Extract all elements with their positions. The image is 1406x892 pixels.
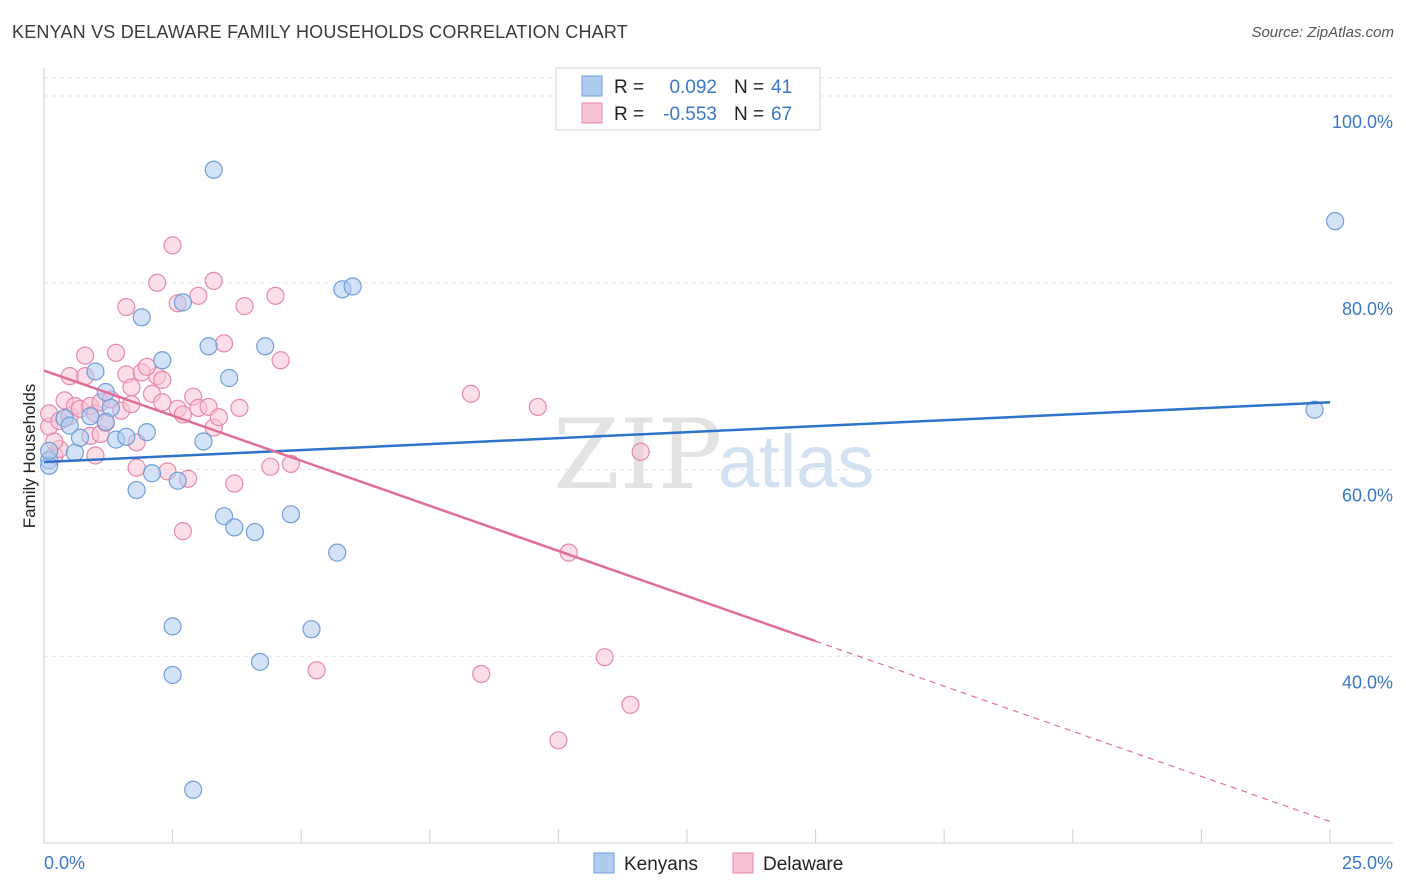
kenyans-point-24 [199,337,218,356]
delaware-point-26 [127,458,146,477]
delaware-point-65 [86,446,105,465]
y-tick-label-3: 40.0% [1342,672,1393,692]
kenyans-trendline [43,401,1331,464]
kenyans-point-14 [132,308,151,327]
legend-n-label-kenyans: N = [734,77,764,98]
y-tick-label-2: 60.0% [1342,486,1393,506]
delaware-point-52 [266,286,285,305]
delaware-point-23 [122,378,141,397]
kenyans-point-28 [225,518,244,537]
kenyans-point-7 [81,407,100,426]
y-tick-labels: 100.0% 80.0% 60.0% 40.0% [1332,112,1393,692]
delaware-point-49 [230,398,249,417]
y-axis-title: Family Households [20,384,39,529]
kenyans-point-34 [328,543,347,562]
kenyans-points [40,160,1345,799]
delaware-point-62 [621,695,640,714]
delaware-point-42 [189,286,208,305]
delaware-point-32 [153,393,172,412]
kenyans-point-36 [343,277,362,296]
bottom-legend-swatch-kenyans [593,852,615,874]
kenyans-point-23 [194,432,213,451]
kenyans-point-22 [184,780,203,799]
legend-n-value-kenyans: 41 [771,77,792,98]
legend-r-label-delaware: R = [614,104,644,125]
x-tick-label-max: 25.0% [1342,853,1393,873]
kenyans-point-17 [153,351,172,370]
bottom-legend-label-kenyans: Kenyans [624,854,698,875]
legend-r-value-delaware: -0.553 [663,104,717,125]
legend-r-label-kenyans: R = [614,77,644,98]
zipatlas-watermark: ZIP atlas [553,399,874,511]
delaware-point-63 [631,442,650,461]
chart-source: Source: ZipAtlas.com [1251,24,1394,41]
delaware-point-47 [214,334,234,353]
kenyans-point-25 [204,160,223,179]
delaware-point-46 [209,408,228,427]
top-legend: R = 0.092 N = 41 R = -0.553 N = 67 [555,67,821,131]
kenyans-point-2 [40,441,59,460]
trendlines [43,369,1331,823]
delaware-point-21 [117,297,136,317]
delaware-point-38 [173,522,192,541]
kenyans-point-32 [281,505,301,524]
delaware-point-45 [204,271,223,290]
kenyans-point-39 [1326,212,1345,231]
delaware-point-58 [528,397,547,417]
delaware-point-53 [271,351,290,370]
delaware-point-11 [76,346,95,365]
kenyans-point-40 [96,412,115,431]
kenyans-point-6 [70,428,90,447]
chart-title: KENYAN VS DELAWARE FAMILY HOUSEHOLDS COR… [12,22,628,42]
watermark-atlas: atlas [718,420,874,503]
delaware-point-61 [595,648,614,667]
bottom-legend-label-delaware: Delaware [763,854,843,875]
x-tick-label-min: 0.0% [44,853,85,873]
delaware-trendline-extension [815,640,1331,823]
y-tick-label-1: 80.0% [1342,299,1393,319]
kenyans-point-31 [256,337,275,356]
kenyans-point-33 [302,620,321,639]
delaware-point-34 [163,236,182,255]
delaware-point-59 [549,731,568,750]
delaware-point-57 [472,664,491,684]
kenyans-point-27 [220,368,239,388]
legend-swatch-kenyans [581,75,603,97]
kenyans-point-29 [245,522,265,542]
delaware-point-55 [307,661,326,680]
kenyans-point-30 [250,652,270,671]
legend-n-label-delaware: N = [734,104,764,125]
kenyans-point-13 [127,480,146,500]
bottom-legend-swatch-delaware [732,852,754,874]
delaware-point-31 [153,370,172,389]
legend-swatch-delaware [581,102,603,124]
delaware-trendline [43,369,817,643]
bottom-legend: Kenyans Delaware [593,852,843,875]
kenyans-point-15 [137,423,156,442]
kenyans-point-16 [142,464,162,483]
legend-r-value-kenyans: 0.092 [669,77,717,98]
kenyans-point-38 [1305,400,1324,419]
kenyans-point-4 [60,416,79,435]
kenyans-point-8 [86,362,105,381]
kenyans-point-18 [163,617,182,636]
kenyans-point-12 [117,427,136,446]
kenyans-point-26 [214,507,234,526]
delaware-point-48 [225,474,244,493]
delaware-point-50 [235,297,254,316]
delaware-point-19 [106,343,126,362]
delaware-point-51 [261,457,280,476]
kenyans-point-21 [173,293,192,312]
kenyans-point-19 [163,665,182,685]
delaware-point-29 [148,273,167,292]
legend-n-value-delaware: 67 [771,104,792,125]
delaware-point-66 [137,357,156,376]
delaware-point-56 [461,384,481,403]
kenyans-point-20 [168,471,187,490]
y-tick-label-0: 100.0% [1332,112,1393,132]
gridlines [44,77,1393,657]
